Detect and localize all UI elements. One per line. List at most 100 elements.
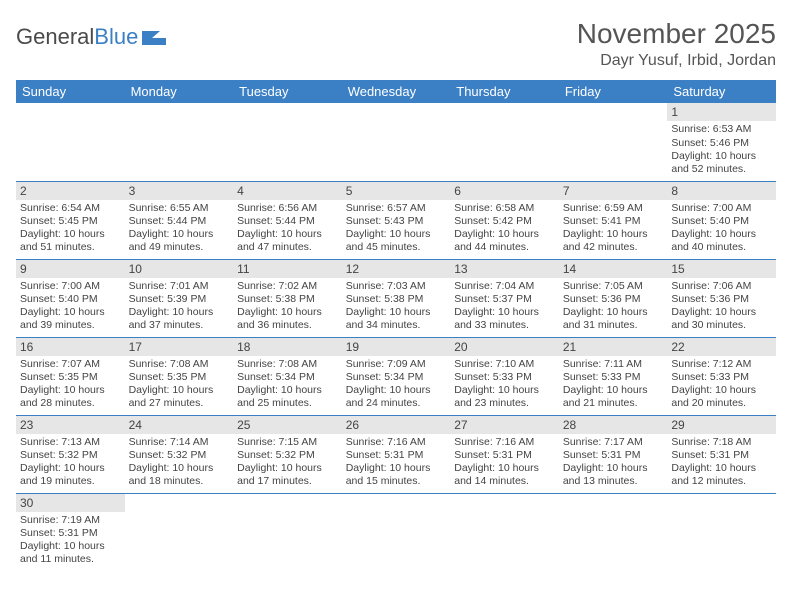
day-number: 25 (233, 416, 342, 434)
day-number: 30 (16, 494, 125, 512)
sunset-line: Sunset: 5:41 PM (563, 215, 664, 228)
calendar-day-cell: 5Sunrise: 6:57 AMSunset: 5:43 PMDaylight… (342, 181, 451, 259)
day-number: 16 (16, 338, 125, 356)
daylight-line: Daylight: 10 hours and 14 minutes. (454, 462, 555, 488)
daylight-line: Daylight: 10 hours and 47 minutes. (237, 228, 338, 254)
daylight-line: Daylight: 10 hours and 37 minutes. (129, 306, 230, 332)
daylight-line: Daylight: 10 hours and 49 minutes. (129, 228, 230, 254)
day-number: 1 (667, 103, 776, 121)
day-info: Sunrise: 7:14 AMSunset: 5:32 PMDaylight:… (125, 434, 234, 489)
sunrise-line: Sunrise: 6:53 AM (671, 123, 772, 136)
calendar-week-row: 30Sunrise: 7:19 AMSunset: 5:31 PMDayligh… (16, 493, 776, 571)
daylight-line: Daylight: 10 hours and 20 minutes. (671, 384, 772, 410)
day-info: Sunrise: 7:10 AMSunset: 5:33 PMDaylight:… (450, 356, 559, 411)
calendar-table: SundayMondayTuesdayWednesdayThursdayFrid… (16, 80, 776, 571)
sunrise-line: Sunrise: 7:14 AM (129, 436, 230, 449)
title-block: November 2025 Dayr Yusuf, Irbid, Jordan (577, 18, 776, 70)
day-info: Sunrise: 7:17 AMSunset: 5:31 PMDaylight:… (559, 434, 668, 489)
daylight-line: Daylight: 10 hours and 11 minutes. (20, 540, 121, 566)
calendar-day-cell: 30Sunrise: 7:19 AMSunset: 5:31 PMDayligh… (16, 493, 125, 571)
sunset-line: Sunset: 5:38 PM (346, 293, 447, 306)
daylight-line: Daylight: 10 hours and 42 minutes. (563, 228, 664, 254)
daylight-line: Daylight: 10 hours and 15 minutes. (346, 462, 447, 488)
calendar-empty-cell (233, 493, 342, 571)
day-info: Sunrise: 7:13 AMSunset: 5:32 PMDaylight:… (16, 434, 125, 489)
calendar-day-cell: 12Sunrise: 7:03 AMSunset: 5:38 PMDayligh… (342, 259, 451, 337)
sunset-line: Sunset: 5:36 PM (563, 293, 664, 306)
daylight-line: Daylight: 10 hours and 34 minutes. (346, 306, 447, 332)
daylight-line: Daylight: 10 hours and 23 minutes. (454, 384, 555, 410)
day-info: Sunrise: 7:03 AMSunset: 5:38 PMDaylight:… (342, 278, 451, 333)
day-number: 13 (450, 260, 559, 278)
day-info: Sunrise: 6:56 AMSunset: 5:44 PMDaylight:… (233, 200, 342, 255)
day-info: Sunrise: 6:59 AMSunset: 5:41 PMDaylight:… (559, 200, 668, 255)
calendar-day-cell: 14 Sunrise: 7:05 AMSunset: 5:36 PMDayligh… (559, 259, 668, 337)
calendar-day-cell: 24Sunrise: 7:14 AMSunset: 5:32 PMDayligh… (125, 415, 234, 493)
daylight-line: Daylight: 10 hours and 27 minutes. (129, 384, 230, 410)
sunset-line: Sunset: 5:39 PM (129, 293, 230, 306)
sunset-line: Sunset: 5:40 PM (671, 215, 772, 228)
sunrise-line: Sunrise: 7:05 AM (563, 280, 664, 293)
calendar-empty-cell (125, 493, 234, 571)
sunset-line: Sunset: 5:46 PM (671, 137, 772, 150)
day-number: 29 (667, 416, 776, 434)
weekday-header: Tuesday (233, 80, 342, 103)
weekday-header-row: SundayMondayTuesdayWednesdayThursdayFrid… (16, 80, 776, 103)
sunrise-line: Sunrise: 7:16 AM (454, 436, 555, 449)
calendar-day-cell: 17Sunrise: 7:08 AMSunset: 5:35 PMDayligh… (125, 337, 234, 415)
calendar-day-cell: 4Sunrise: 6:56 AMSunset: 5:44 PMDaylight… (233, 181, 342, 259)
day-number: 3 (125, 182, 234, 200)
sunrise-line: Sunrise: 7:02 AM (237, 280, 338, 293)
day-number: 4 (233, 182, 342, 200)
daylight-line: Daylight: 10 hours and 31 minutes. (563, 306, 664, 332)
day-number: 17 (125, 338, 234, 356)
daylight-line: Daylight: 10 hours and 45 minutes. (346, 228, 447, 254)
calendar-day-cell: 27Sunrise: 7:16 AMSunset: 5:31 PMDayligh… (450, 415, 559, 493)
day-info: Sunrise: 7:09 AMSunset: 5:34 PMDaylight:… (342, 356, 451, 411)
sunset-line: Sunset: 5:33 PM (454, 371, 555, 384)
day-number: 9 (16, 260, 125, 278)
sunrise-line: Sunrise: 6:56 AM (237, 202, 338, 215)
day-number: 10 (125, 260, 234, 278)
calendar-day-cell: 7Sunrise: 6:59 AMSunset: 5:41 PMDaylight… (559, 181, 668, 259)
day-info: Sunrise: 7:08 AMSunset: 5:35 PMDaylight:… (125, 356, 234, 411)
sunrise-line: Sunrise: 7:15 AM (237, 436, 338, 449)
calendar-day-cell: 3Sunrise: 6:55 AMSunset: 5:44 PMDaylight… (125, 181, 234, 259)
calendar-empty-cell (559, 493, 668, 571)
sunrise-line: Sunrise: 6:57 AM (346, 202, 447, 215)
sunrise-line: Sunrise: 7:17 AM (563, 436, 664, 449)
calendar-day-cell: 29Sunrise: 7:18 AMSunset: 5:31 PMDayligh… (667, 415, 776, 493)
sunset-line: Sunset: 5:33 PM (671, 371, 772, 384)
sunrise-line: Sunrise: 7:09 AM (346, 358, 447, 371)
sunrise-line: Sunrise: 7:04 AM (454, 280, 555, 293)
day-number: 27 (450, 416, 559, 434)
sunrise-line: Sunrise: 7:11 AM (563, 358, 664, 371)
calendar-day-cell: 20Sunrise: 7:10 AMSunset: 5:33 PMDayligh… (450, 337, 559, 415)
sunrise-line: Sunrise: 6:59 AM (563, 202, 664, 215)
calendar-day-cell: 16Sunrise: 7:07 AMSunset: 5:35 PMDayligh… (16, 337, 125, 415)
day-number: 22 (667, 338, 776, 356)
day-number: 8 (667, 182, 776, 200)
calendar-empty-cell (342, 103, 451, 181)
calendar-day-cell: 26Sunrise: 7:16 AMSunset: 5:31 PMDayligh… (342, 415, 451, 493)
sunrise-line: Sunrise: 7:18 AM (671, 436, 772, 449)
day-info: Sunrise: 7:19 AMSunset: 5:31 PMDaylight:… (16, 512, 125, 567)
sunrise-line: Sunrise: 7:06 AM (671, 280, 772, 293)
weekday-header: Saturday (667, 80, 776, 103)
sunrise-line: Sunrise: 6:55 AM (129, 202, 230, 215)
day-number: 12 (342, 260, 451, 278)
sunset-line: Sunset: 5:33 PM (563, 371, 664, 384)
sunset-line: Sunset: 5:31 PM (20, 527, 121, 540)
day-number: 6 (450, 182, 559, 200)
daylight-line: Daylight: 10 hours and 12 minutes. (671, 462, 772, 488)
sunset-line: Sunset: 5:32 PM (129, 449, 230, 462)
daylight-line: Daylight: 10 hours and 52 minutes. (671, 150, 772, 176)
day-number: 14 (559, 260, 668, 278)
sunset-line: Sunset: 5:32 PM (237, 449, 338, 462)
daylight-line: Daylight: 10 hours and 25 minutes. (237, 384, 338, 410)
sunset-line: Sunset: 5:36 PM (671, 293, 772, 306)
calendar-day-cell: 23Sunrise: 7:13 AMSunset: 5:32 PMDayligh… (16, 415, 125, 493)
calendar-empty-cell (450, 493, 559, 571)
calendar-day-cell: 2Sunrise: 6:54 AMSunset: 5:45 PMDaylight… (16, 181, 125, 259)
calendar-empty-cell (559, 103, 668, 181)
